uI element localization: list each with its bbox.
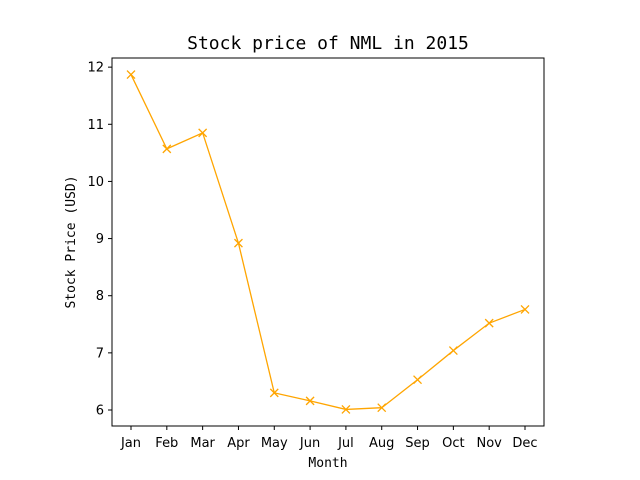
- data-point-marker: [414, 376, 422, 384]
- x-tick-label: May: [261, 436, 288, 451]
- data-point-marker: [127, 71, 135, 79]
- y-axis: 6 7 8 9 10 11 12: [87, 61, 112, 419]
- data-point-marker: [199, 129, 207, 137]
- x-tick-label: Jun: [299, 436, 320, 451]
- y-tick-label: 8: [96, 289, 104, 304]
- plot-area: [112, 58, 544, 426]
- data-point-marker: [521, 305, 529, 313]
- x-tick-label: Feb: [155, 436, 178, 451]
- y-axis-label: Stock Price (USD): [64, 175, 79, 308]
- y-tick-label: 9: [96, 232, 104, 247]
- x-tick-label: Aug: [369, 436, 394, 451]
- series-line: [131, 75, 525, 410]
- x-tick-label: Dec: [512, 436, 537, 451]
- y-tick-label: 11: [87, 118, 104, 133]
- data-point-marker: [485, 319, 493, 327]
- x-tick-label: Nov: [476, 436, 502, 451]
- x-axis: Jan Feb Mar Apr May Jun Jul Aug Sep Oct Nov Dec: [120, 426, 538, 451]
- x-tick-label: Sep: [405, 436, 430, 451]
- x-tick-label: Jan: [120, 436, 141, 451]
- series-markers: [127, 71, 529, 414]
- x-tick-label: Oct: [442, 436, 464, 451]
- y-tick-label: 7: [96, 346, 104, 361]
- data-point-marker: [163, 145, 171, 153]
- y-tick-label: 6: [96, 404, 104, 419]
- x-axis-label: Month: [308, 456, 347, 471]
- x-tick-label: Mar: [190, 436, 215, 451]
- data-point-marker: [449, 347, 457, 355]
- x-tick-label: Apr: [227, 436, 250, 451]
- y-tick-label: 10: [87, 175, 104, 190]
- x-tick-label: Jul: [337, 436, 354, 451]
- y-tick-label: 12: [87, 61, 104, 76]
- chart-title: Stock price of NML in 2015: [187, 33, 469, 54]
